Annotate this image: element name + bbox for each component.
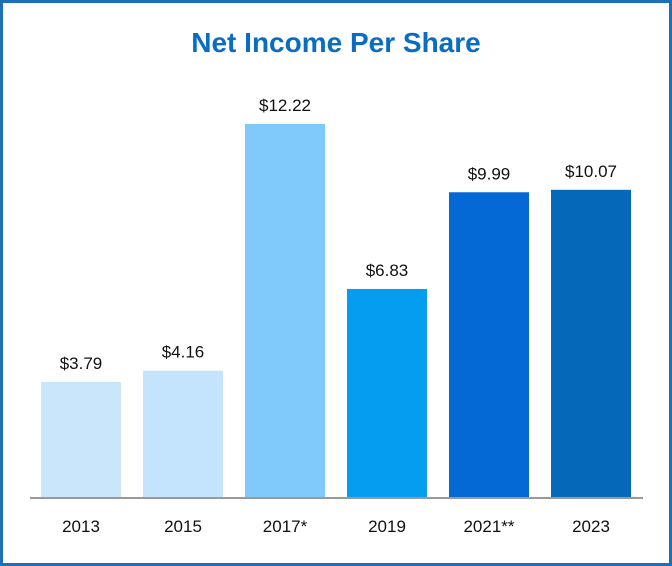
- labels-group: $3.79 2013 $4.16 2015 $12.22 2017* $6.83 2019 $9…: [60, 96, 617, 536]
- bar-2013: [41, 382, 121, 498]
- bar-2015: [143, 370, 223, 498]
- bar-2021: [449, 192, 529, 498]
- bar-2017: [245, 124, 325, 498]
- x-tick-label-2015: 2015: [164, 517, 202, 536]
- x-tick-label-2023: 2023: [572, 517, 610, 536]
- value-label-2019: $6.83: [366, 261, 409, 280]
- chart-title: Net Income Per Share: [191, 27, 481, 58]
- value-label-2013: $3.79: [60, 354, 103, 373]
- x-tick-label-2021: 2021**: [463, 517, 514, 536]
- value-label-2021: $9.99: [468, 164, 511, 183]
- value-label-2023: $10.07: [565, 162, 617, 181]
- bars-group: [41, 124, 631, 498]
- x-tick-label-2017: 2017*: [263, 517, 308, 536]
- bar-2019: [347, 288, 427, 498]
- value-label-2015: $4.16: [162, 343, 205, 362]
- bar-2023: [551, 189, 631, 498]
- x-tick-label-2013: 2013: [62, 517, 100, 536]
- value-label-2017: $12.22: [259, 96, 311, 115]
- x-tick-label-2019: 2019: [368, 517, 406, 536]
